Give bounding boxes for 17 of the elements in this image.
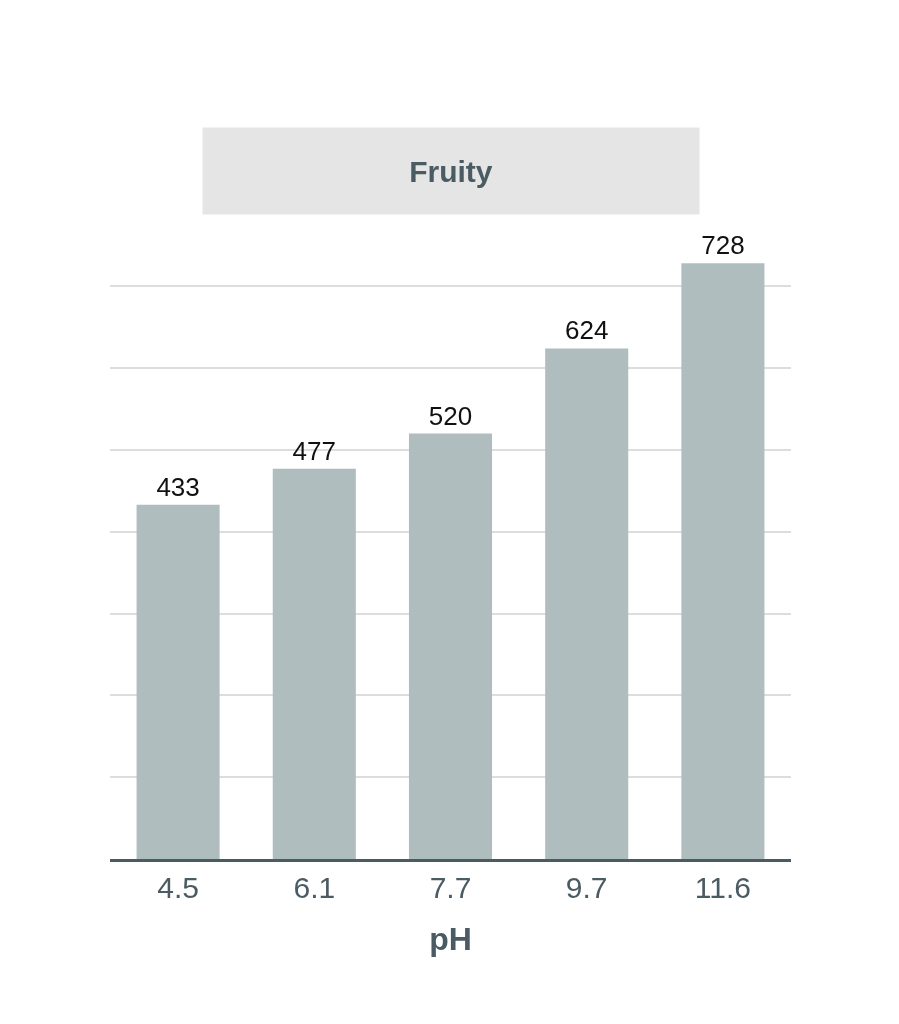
bar <box>681 263 765 859</box>
bar <box>136 504 220 859</box>
x-tick-label: 7.7 <box>429 871 472 904</box>
data-label: 624 <box>565 315 609 346</box>
x-tick-label: 11.6 <box>694 871 751 904</box>
bar <box>408 433 493 859</box>
data-label: 520 <box>428 400 473 431</box>
x-axis-title: pH <box>429 920 472 957</box>
x-tick-label: 6.1 <box>293 871 336 904</box>
bar <box>545 348 629 859</box>
chart-title: Fruity <box>409 154 493 188</box>
data-label: 433 <box>156 471 200 502</box>
x-tick-label: 4.5 <box>157 871 199 904</box>
bar <box>272 468 356 859</box>
data-label: 728 <box>701 230 745 261</box>
data-label: 477 <box>292 435 336 466</box>
x-tick-label: 9.7 <box>565 871 608 904</box>
